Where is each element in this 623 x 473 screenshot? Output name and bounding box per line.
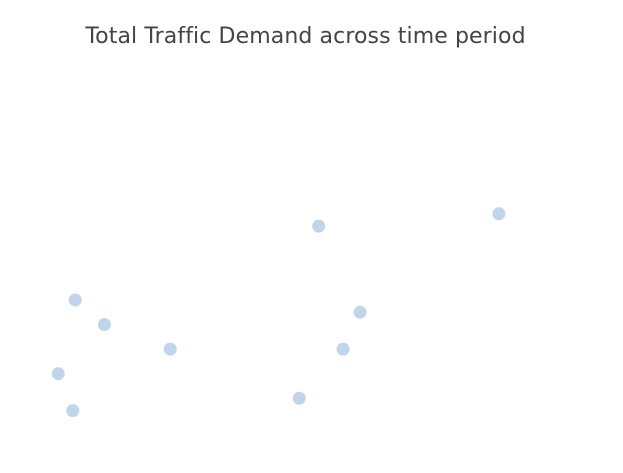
scatter-point bbox=[68, 293, 82, 307]
scatter-point bbox=[353, 305, 367, 319]
scatter-point bbox=[312, 219, 326, 233]
scatter-point bbox=[292, 391, 306, 405]
scatter-point bbox=[51, 367, 65, 381]
scatter-point bbox=[336, 342, 350, 356]
scatter-point bbox=[163, 342, 177, 356]
chart-title: Total Traffic Demand across time period bbox=[85, 24, 526, 49]
scatter-point bbox=[492, 207, 506, 221]
scatter-point bbox=[97, 318, 111, 331]
scatter-point bbox=[66, 404, 80, 418]
